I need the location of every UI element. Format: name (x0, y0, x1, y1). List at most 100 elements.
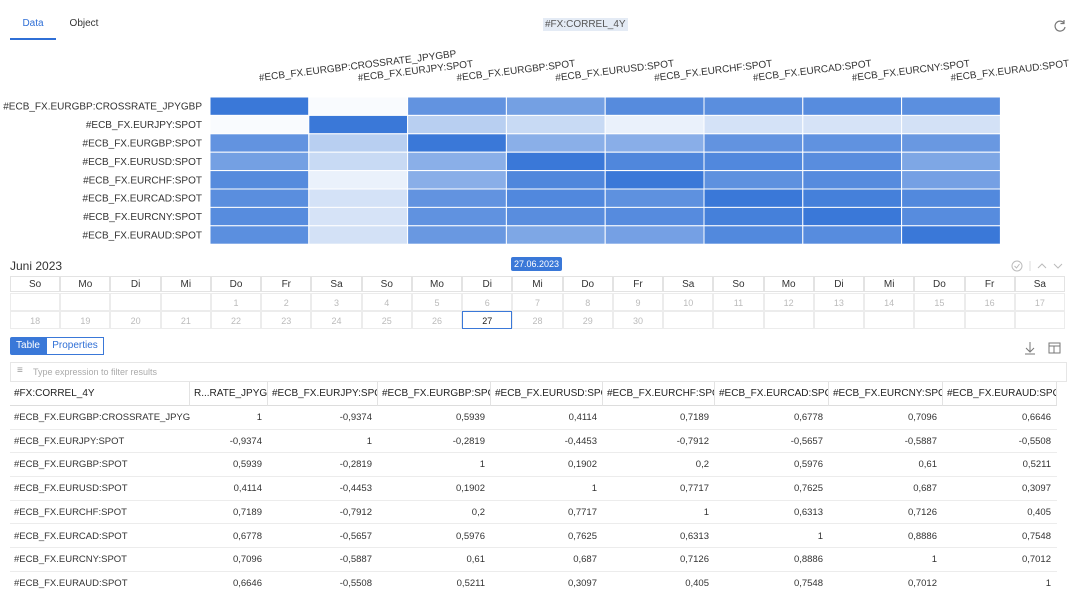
filter-box[interactable]: ≡ Type expression to filter results (10, 362, 1067, 382)
heatmap-cell (407, 170, 507, 190)
cell: 0,7012 (943, 548, 1057, 572)
heatmap-cell (209, 133, 310, 153)
day-cell (60, 293, 111, 311)
heatmap-cell (703, 133, 804, 153)
day-cell[interactable]: 15 (914, 293, 965, 311)
cell: 0,5211 (943, 453, 1057, 478)
day-cell[interactable]: 27 (462, 311, 513, 329)
day-cell[interactable]: 19 (60, 311, 111, 329)
heatmap-cell (901, 188, 1001, 208)
day-cell[interactable]: 24 (311, 311, 362, 329)
day-cell[interactable]: 3 (311, 293, 362, 311)
weekday: Do (210, 276, 262, 292)
heatmap-cell (604, 188, 705, 208)
heatmap-cell (209, 151, 310, 172)
heatmap-cell (308, 188, 409, 208)
heatmap-cell (901, 114, 1001, 135)
column-header: #ECB_FX.EURGBP:SPOT (378, 382, 491, 406)
tab-data[interactable]: Data (10, 18, 56, 40)
cell: -0,7912 (268, 501, 378, 525)
heatmap-cell (505, 188, 606, 208)
day-cell[interactable]: 25 (361, 311, 412, 329)
day-cell[interactable]: 13 (813, 293, 865, 311)
weekday: Do (914, 276, 965, 292)
cell: 0,6313 (603, 525, 715, 549)
day-cell[interactable]: 10 (663, 293, 714, 311)
day-cell[interactable]: 6 (462, 293, 513, 311)
cell: 0,7717 (491, 501, 603, 525)
weekday: Do (562, 276, 613, 292)
day-cell[interactable]: 9 (612, 293, 664, 311)
day-cell[interactable]: 20 (110, 311, 161, 329)
day-cell[interactable]: 30 (612, 311, 664, 329)
day-cell[interactable]: 29 (562, 311, 613, 329)
refresh-icon[interactable] (1052, 18, 1068, 34)
heatmap-cell (308, 96, 409, 116)
heatmap-cell (703, 96, 804, 116)
cell: 0,2 (603, 453, 715, 478)
day-cell[interactable]: 12 (763, 293, 814, 311)
heatmap-cell (407, 114, 507, 135)
cell: 0,7012 (829, 572, 943, 595)
cell: 0,5211 (378, 572, 491, 595)
heatmap-cell (407, 206, 507, 227)
cell: 0,6646 (943, 406, 1057, 430)
cell: 0,687 (829, 477, 943, 501)
day-cell (763, 311, 814, 329)
cell: -0,2819 (378, 430, 491, 454)
cell: 1 (190, 406, 268, 430)
day-cell (663, 311, 714, 329)
cell: -0,2819 (268, 453, 378, 478)
day-cell[interactable]: 8 (562, 293, 613, 311)
day-cell[interactable]: 14 (864, 293, 915, 311)
filter-icon: ≡ (17, 365, 23, 376)
cell: -0,9374 (268, 406, 378, 430)
heatmap-cell (407, 188, 507, 208)
day-cell[interactable]: 23 (261, 311, 312, 329)
cell: -0,5887 (829, 430, 943, 454)
heatmap-cell (407, 133, 507, 153)
table-icons[interactable] (1022, 340, 1066, 356)
heatmap-cell (703, 206, 804, 227)
day-cell[interactable]: 11 (713, 293, 764, 311)
cell: 1 (943, 572, 1057, 595)
heatmap-cell (703, 225, 804, 245)
cell: 0,3097 (491, 572, 603, 595)
row-header: #ECB_FX.EURCHF:SPOT (10, 501, 190, 525)
day-cell[interactable]: 28 (512, 311, 563, 329)
heatmap-cell (604, 170, 705, 190)
day-cell[interactable]: 2 (261, 293, 312, 311)
heatmap-cell (407, 225, 507, 245)
day-cell[interactable]: 22 (210, 311, 262, 329)
cell: 1 (491, 477, 603, 501)
day-cell[interactable]: 21 (160, 311, 211, 329)
column-header: #ECB_FX.EURCAD:SPOT (715, 382, 829, 406)
day-cell[interactable]: 17 (1014, 293, 1065, 311)
day-cell[interactable]: 1 (210, 293, 262, 311)
tab-object[interactable]: Object (69, 18, 99, 29)
day-cell[interactable]: 5 (411, 293, 463, 311)
day-cell[interactable]: 26 (411, 311, 463, 329)
row-label: #ECB_FX.EURUSD:SPOT (83, 157, 202, 168)
day-cell[interactable]: 16 (964, 293, 1015, 311)
row-header: #ECB_FX.EURCNY:SPOT (10, 548, 190, 572)
row-header: #ECB_FX.EURJPY:SPOT (10, 430, 190, 454)
heatmap-cell (407, 151, 507, 172)
day-cell[interactable]: 7 (512, 293, 563, 311)
cell: 0,61 (378, 548, 491, 572)
heatmap-cell (802, 170, 903, 190)
heatmap-cell (209, 225, 310, 245)
day-cell[interactable]: 18 (10, 311, 61, 329)
row-label: #ECB_FX.EURAUD:SPOT (83, 231, 202, 242)
calendar-controls[interactable] (1010, 259, 1068, 273)
cell: 1 (715, 525, 829, 549)
cell: 0,4114 (190, 477, 268, 501)
weekday: So (361, 276, 412, 292)
tab-table[interactable]: Table (10, 337, 46, 355)
heatmap-cell (308, 170, 409, 190)
column-header: #ECB_FX.EURCNY:SPOT (829, 382, 943, 406)
row-header: #ECB_FX.EURAUD:SPOT (10, 572, 190, 595)
tab-properties[interactable]: Properties (46, 337, 104, 355)
day-cell (914, 311, 965, 329)
day-cell[interactable]: 4 (361, 293, 412, 311)
